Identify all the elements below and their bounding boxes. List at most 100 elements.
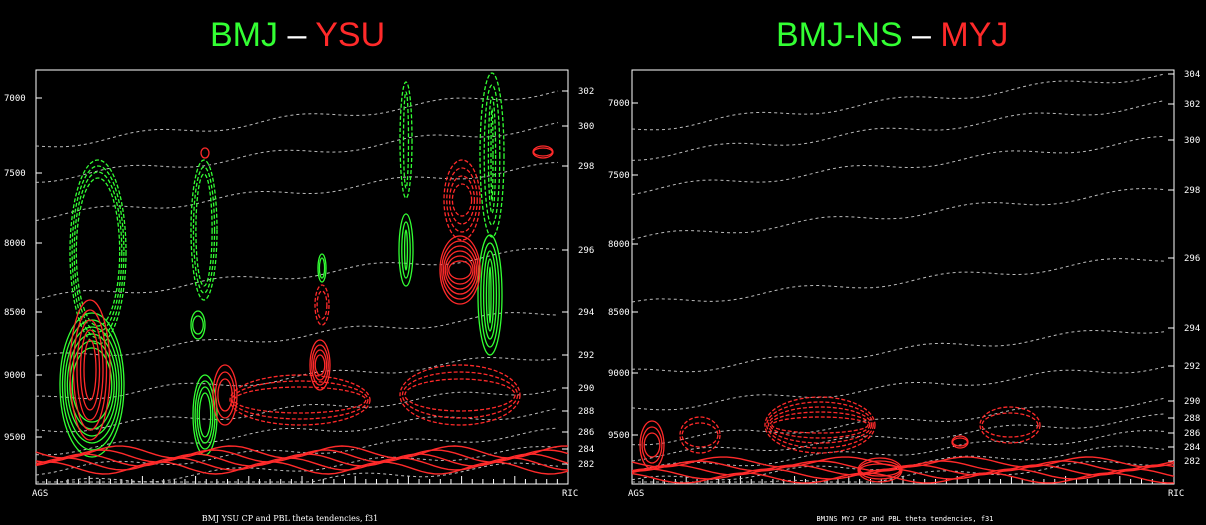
pbl-heating-contour	[212, 364, 238, 426]
x-endpoint-left: AGS	[628, 489, 644, 499]
isentrope-line	[35, 161, 559, 222]
cumulus-heating-contour	[194, 380, 216, 450]
pbl-cooling-contour	[401, 371, 519, 419]
isentrope-label: 288	[578, 407, 594, 417]
pbl-cooling-contour	[766, 401, 874, 449]
isentrope-line	[631, 188, 1165, 241]
panel-caption: BMJNS MYJ CP and PBL theta tendencies, f…	[816, 515, 993, 523]
pbl-cooling-contour	[399, 364, 521, 426]
pbl-cooling-contour	[451, 183, 473, 217]
cumulus-heating-contour	[401, 221, 411, 279]
pbl-heating-contour	[69, 299, 111, 441]
panel-right-chart: 7000 7500 8000 8500 9000 9500 AGS RIC 304 302 300 2…	[608, 69, 1200, 523]
cumulus-heating-contour	[198, 392, 212, 438]
pbl-heating-contour	[311, 344, 329, 386]
cumulus-heating-contour	[66, 333, 118, 437]
cumulus-cooling-contour	[399, 81, 413, 199]
pbl-heating-contour	[641, 426, 663, 464]
pbl-cooling-contour	[231, 380, 369, 420]
isentrope-line	[35, 122, 559, 183]
isentrope-line	[631, 73, 1165, 131]
isentrope-label: 292	[1184, 362, 1200, 372]
cumulus-cooling-contour	[490, 108, 494, 202]
x-endpoint-right: RIC	[562, 489, 578, 499]
isentrope-label: 298	[578, 162, 594, 172]
y-tick-label: 8000	[608, 240, 630, 250]
cumulus-heating-contour	[192, 315, 204, 335]
pbl-cooling-contour	[229, 374, 371, 426]
y-tick-label: 8000	[4, 239, 26, 249]
cumulus-cooling-contour	[479, 72, 505, 238]
isentrope-label: 286	[1184, 429, 1200, 439]
pbl-heating-contour	[309, 339, 331, 391]
cumulus-heating-contour	[477, 234, 503, 356]
y-tick-label: 7000	[4, 94, 26, 104]
pbl-heating-contour	[441, 240, 479, 300]
panel-left-title-red: YSU	[315, 16, 386, 54]
pbl-cooling-contour	[316, 290, 328, 320]
isentrope-label: 284	[1184, 443, 1200, 453]
y-tick-label: 8500	[4, 308, 26, 318]
pbl-heating-contour	[439, 235, 481, 305]
pbl-cooling-contour	[446, 167, 478, 233]
y-tick-label: 9000	[4, 371, 26, 381]
panel-right-title-separator: –	[912, 16, 931, 54]
isentrope-line	[631, 397, 1165, 446]
cumulus-cooling-contour	[71, 165, 125, 339]
cumulus-heating-contour	[196, 386, 214, 444]
pbl-cooling-contour	[767, 406, 873, 444]
pbl-cooling-contour	[769, 411, 871, 439]
pbl-heating-contour	[83, 339, 97, 401]
cumulus-cooling-contour	[192, 166, 216, 294]
isentrope-label: 294	[1184, 324, 1200, 334]
pbl-cooling-contour	[981, 412, 1039, 438]
pbl-heating-contour	[76, 319, 104, 421]
pbl-cooling-contour	[771, 416, 869, 434]
pbl-cooling-contour	[764, 396, 876, 454]
pbl-heating-contour	[532, 145, 554, 159]
pbl-cooling-contour	[979, 406, 1041, 444]
pbl-heating-contour	[312, 349, 328, 381]
isentrope-line	[35, 407, 559, 456]
isentrope-label: 302	[578, 87, 594, 97]
isentrope-line	[36, 462, 559, 483]
isentrope-label: 300	[1184, 136, 1200, 146]
isentrope-label: 286	[578, 428, 594, 438]
pbl-surface-contour	[631, 464, 1175, 476]
pbl-cooling-contour	[448, 175, 476, 225]
pbl-surface-contour	[35, 461, 569, 475]
panel-left-title-separator: –	[287, 16, 307, 54]
isentrope-line	[35, 248, 559, 301]
isentrope-label: 292	[578, 351, 594, 361]
pbl-cooling-contour	[404, 378, 516, 412]
isentrope-line	[631, 100, 1165, 161]
isentrope-line	[35, 388, 559, 433]
pbl-heating-contour	[444, 250, 476, 290]
y-tick-label: 9000	[608, 369, 630, 379]
cumulus-heating-contour	[403, 229, 409, 271]
isentrope-label: 298	[1184, 186, 1200, 196]
pbl-heating-contour	[643, 432, 661, 458]
isentrope-label: 302	[1184, 100, 1200, 110]
cumulus-cooling-contour	[487, 96, 497, 214]
isentrope-label: 282	[578, 460, 594, 470]
pbl-heating-contour	[951, 435, 969, 449]
isentrope-label: 296	[1184, 254, 1200, 264]
pbl-cooling-contour	[443, 159, 481, 241]
pbl-surface-contour	[631, 456, 1175, 468]
isentrope-line	[35, 427, 559, 476]
panel-left-chart: 7000 7500 8000 8500 9000 9500 AGS RIC 302 300 298 2…	[4, 69, 594, 523]
panel-left-title: BMJ – YSU	[210, 16, 385, 55]
y-tick-label: 7000	[608, 99, 630, 109]
pbl-heating-contour	[448, 260, 472, 280]
y-tick-label: 9500	[4, 433, 26, 443]
cumulus-cooling-contour	[75, 177, 121, 327]
pbl-heating-contour	[72, 309, 108, 431]
isentrope-label: 300	[578, 122, 594, 132]
pbl-surface-contour	[35, 445, 568, 459]
pbl-surface-contour	[631, 468, 1175, 480]
pbl-cooling-contour	[314, 284, 330, 326]
isentrope-label: 282	[1184, 457, 1200, 467]
cumulus-cooling-contour	[190, 159, 218, 301]
